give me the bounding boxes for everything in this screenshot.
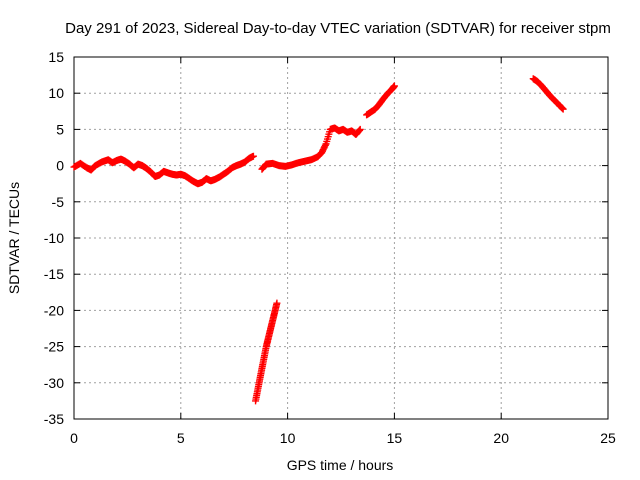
data-point	[356, 125, 364, 133]
y-axis-label: SDTVAR / TECUs	[6, 182, 22, 294]
data-point	[356, 126, 364, 134]
y-tick-label: 10	[48, 85, 64, 101]
x-tick-label: 25	[600, 430, 616, 446]
series-segment	[363, 82, 398, 119]
x-tick-label: 15	[387, 430, 403, 446]
data-point	[558, 104, 566, 112]
y-tick-label: 5	[56, 121, 64, 137]
series-segment	[529, 75, 567, 113]
series-segment	[252, 299, 281, 405]
y-tick-label: 15	[48, 49, 64, 65]
data-point	[558, 104, 566, 112]
data-point	[249, 152, 257, 160]
data-point	[390, 82, 398, 90]
data-point	[273, 299, 281, 307]
x-tick-label: 0	[70, 430, 78, 446]
y-tick-labels: -35 -30 -25 -20 -15 -10 -5 0 5 10 15	[44, 49, 64, 427]
x-tick-label: 10	[280, 430, 296, 446]
series-segment	[70, 152, 257, 188]
chart-title: Day 291 of 2023, Sidereal Day-to-day VTE…	[65, 20, 611, 37]
x-tick-label: 5	[177, 430, 185, 446]
y-tick-label: -20	[44, 302, 64, 318]
y-tick-label: -15	[44, 266, 64, 282]
x-tick-label: 20	[493, 430, 509, 446]
y-tick-label: -10	[44, 230, 64, 246]
y-tick-label: -35	[44, 411, 64, 427]
y-tick-label: -25	[44, 339, 64, 355]
y-tick-label: 0	[56, 158, 64, 174]
y-tick-label: -5	[52, 194, 65, 210]
x-axis-label: GPS time / hours	[287, 457, 394, 473]
grid-lines	[74, 57, 608, 419]
y-tick-label: -30	[44, 375, 64, 391]
x-tick-labels: 0 5 10 15 20 25	[70, 430, 616, 446]
series-segment	[258, 124, 364, 173]
data-point	[321, 141, 329, 149]
data-point	[559, 105, 567, 113]
data-series	[70, 75, 567, 405]
